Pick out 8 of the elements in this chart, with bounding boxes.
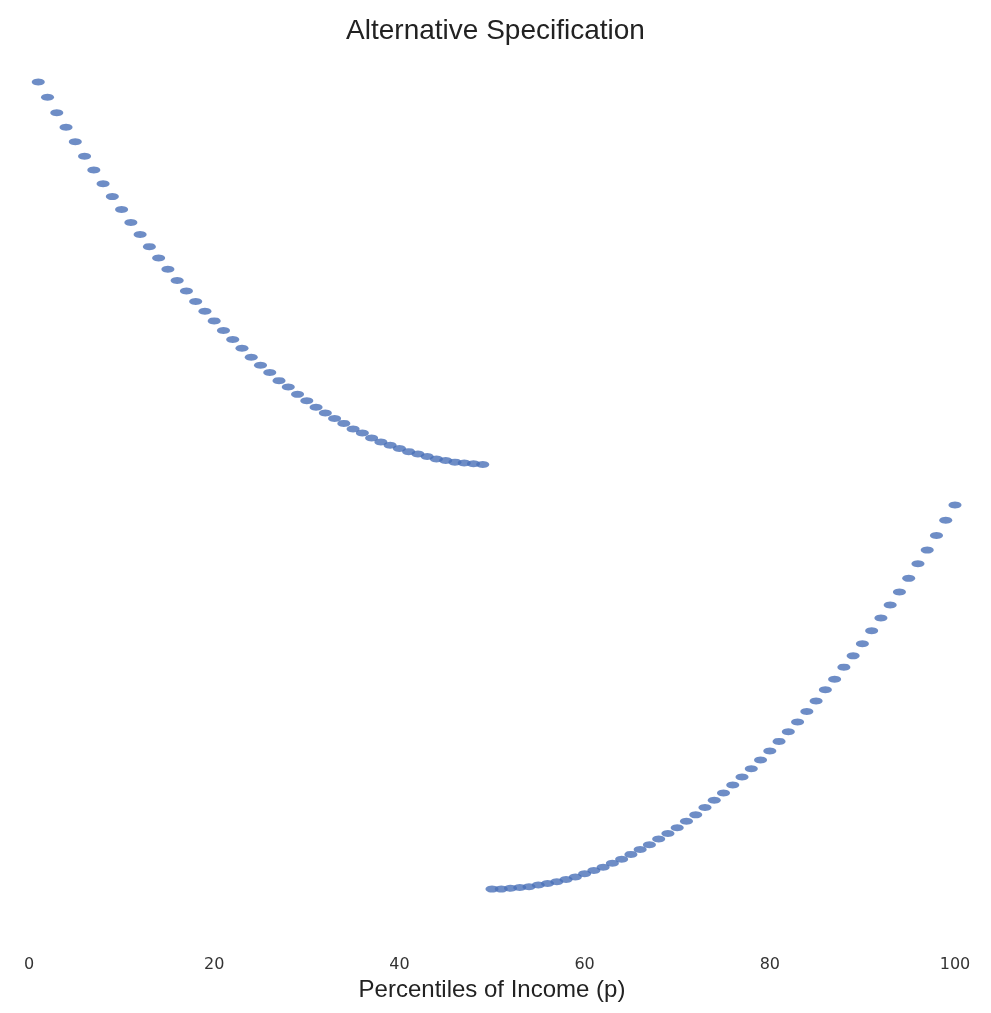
x-tick-label: 40 [389, 953, 410, 973]
x-tick-label: 60 [574, 953, 595, 973]
x-tick-label: 80 [759, 953, 780, 973]
x-tick-label: 100 [939, 953, 971, 973]
x-axis-title: Percentiles of Income (p) [358, 974, 626, 1002]
x-tick-label: 20 [204, 953, 225, 973]
chart-title: Alternative Specification [346, 13, 645, 45]
x-tick-label: 0 [23, 953, 35, 973]
